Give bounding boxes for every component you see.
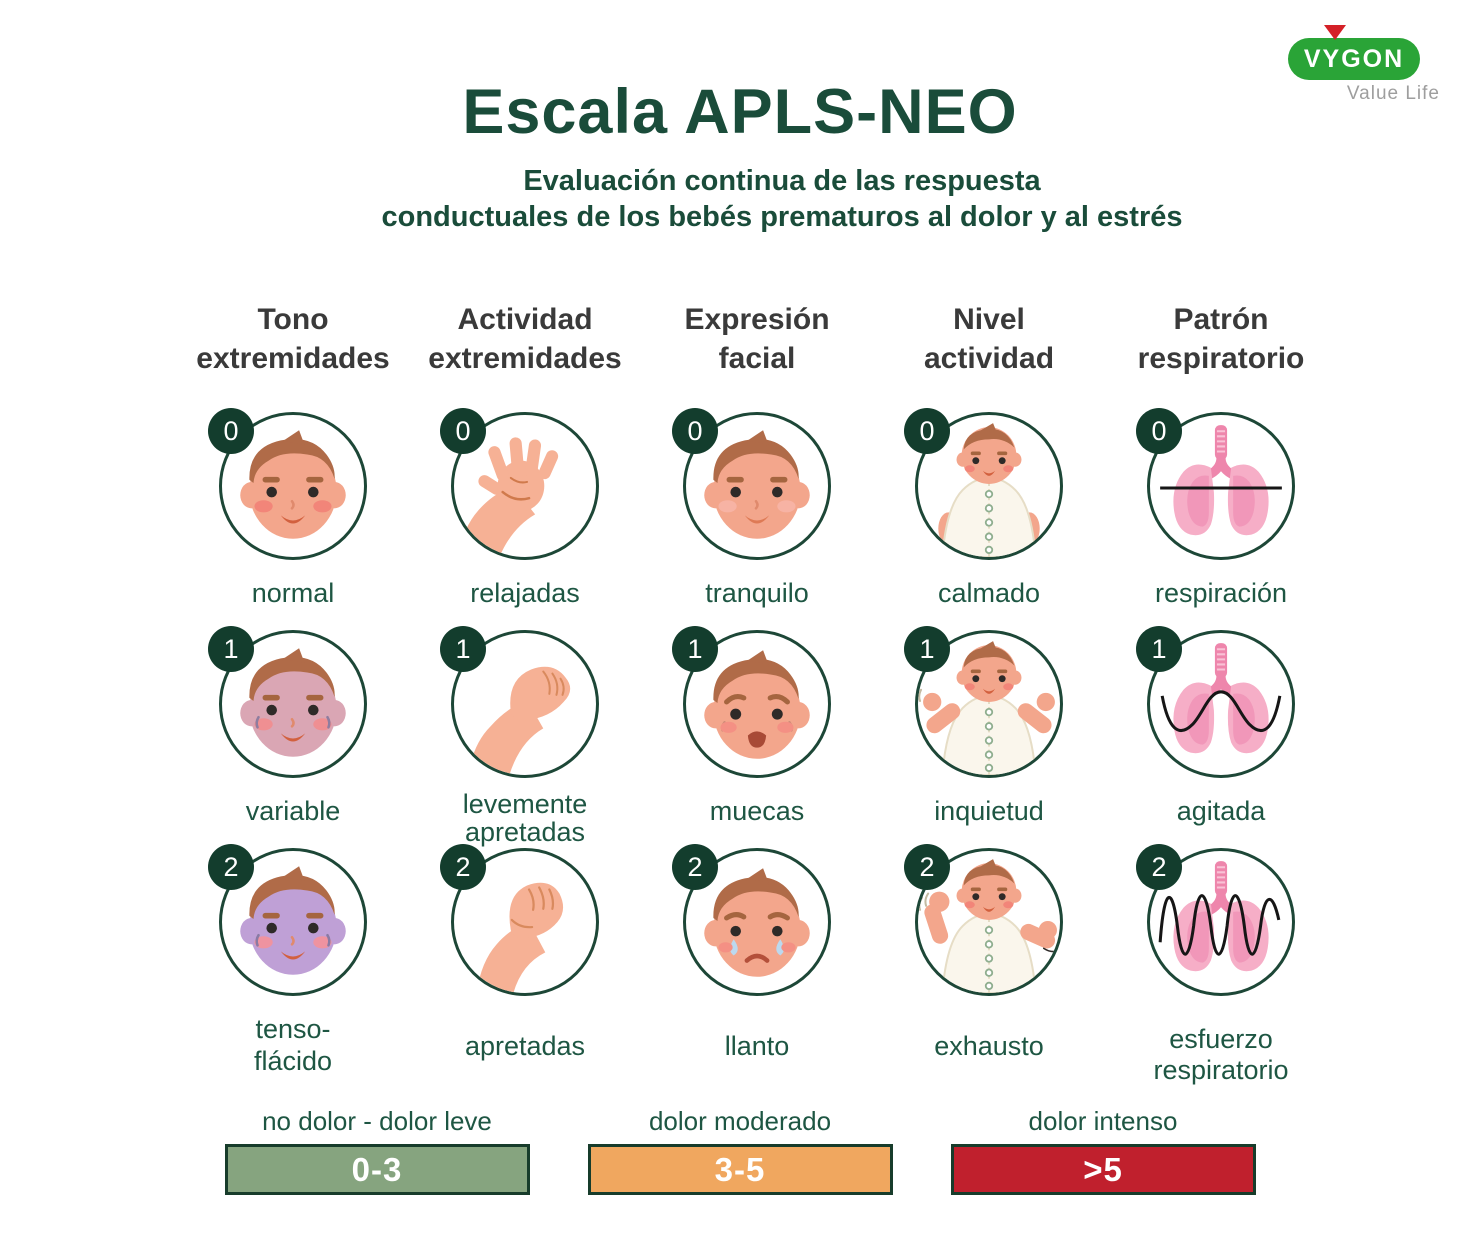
cell-tono-1: 1 variable <box>208 626 367 848</box>
cell-actividad-1: 1 levemente apretadas <box>440 626 599 848</box>
hand-open-relaxed-icon <box>451 412 599 560</box>
cell-label: normal <box>251 578 335 608</box>
cell-label: tranquilo <box>705 578 809 608</box>
score-badge: 2 <box>672 844 718 890</box>
score-badge: 0 <box>440 408 486 454</box>
cell-patron-0: 0 respiración <box>1136 408 1295 630</box>
cell-label: exhausto <box>934 1031 1044 1061</box>
score-badge: 1 <box>672 626 718 672</box>
score-badge: 1 <box>904 626 950 672</box>
illustration-circle: 2 <box>208 844 367 996</box>
illustration-circle: 1 <box>904 626 1063 778</box>
cell-label: muecas <box>709 796 805 826</box>
baby-face-tense-purple-icon <box>219 848 367 996</box>
column-tono-extremidades: Tono extremidades 0 normal <box>177 300 409 1076</box>
score-badge: 1 <box>208 626 254 672</box>
score-badge: 0 <box>672 408 718 454</box>
score-badge: 2 <box>208 844 254 890</box>
page-title: Escala APLS-NEO <box>462 77 1018 147</box>
scale-grid: Tono extremidades 0 normal <box>177 300 1337 1085</box>
column-actividad-extremidades: Actividad extremidades 0 relajadas 1 <box>409 300 641 1066</box>
illustration-circle: 2 <box>904 844 1063 996</box>
column-nivel-actividad: Nivel actividad 0 calmado <box>873 300 1105 1066</box>
logo-brand: VYGON <box>1303 44 1405 73</box>
illustration-circle: 1 <box>208 626 367 778</box>
vygon-logo: VYGON Value Life <box>1288 25 1440 105</box>
cell-label: esfuerzo respiratorio <box>1153 1024 1289 1086</box>
page-subtitle: Evaluación continua de las respuesta con… <box>381 165 1183 234</box>
cell-patron-2: 2 esfuerzo respiratorio <box>1136 844 1295 1085</box>
score-badge: 2 <box>1136 844 1182 890</box>
illustration-circle: 0 <box>1136 408 1295 560</box>
score-badge: 2 <box>904 844 950 890</box>
score-badge: 2 <box>440 844 486 890</box>
legend-group-moderate: dolor moderado 3-5 <box>587 1106 893 1195</box>
legend-group-mild: no dolor - dolor leve 0-3 <box>224 1106 530 1195</box>
legend-label-moderate: dolor moderado <box>648 1106 832 1136</box>
illustration-circle: 1 <box>1136 626 1295 778</box>
legend-bar-intense: >5 <box>950 1144 1256 1195</box>
cell-label: variable <box>245 796 341 826</box>
logo-tagline: Value Life <box>1346 83 1440 104</box>
illustration-circle: 0 <box>440 408 599 560</box>
legend-label-mild: no dolor - dolor leve <box>262 1106 492 1136</box>
cell-label: calmado <box>937 578 1041 608</box>
column-header: Actividad extremidades <box>428 303 622 375</box>
cell-nivel-0: 0 calmado <box>904 408 1063 630</box>
score-badge: 0 <box>1136 408 1182 454</box>
cell-tono-2: 2 tenso- flácido <box>208 844 367 1076</box>
cell-expresion-2: 2 llanto <box>672 844 831 1066</box>
cell-expresion-0: 0 tranquilo <box>672 408 831 630</box>
cell-label: relajadas <box>470 578 580 608</box>
illustration-circle: 1 <box>672 626 831 778</box>
logo-triangle-icon <box>1324 25 1346 40</box>
lungs-flat-line-icon <box>1147 412 1295 560</box>
column-patron-respiratorio: Patrón respiratorio 0 respiración <box>1105 300 1337 1085</box>
column-header: Patrón respiratorio <box>1137 303 1305 375</box>
column-header: Tono extremidades <box>196 303 390 375</box>
illustration-circle: 1 <box>440 626 599 778</box>
score-badge: 1 <box>1136 626 1182 672</box>
legend-bar-moderate: 3-5 <box>587 1144 893 1195</box>
cell-nivel-2: 2 exhausto <box>904 844 1063 1066</box>
cell-label: levemente apretadas <box>462 789 588 848</box>
cell-label: llanto <box>724 1031 790 1061</box>
column-expresion-facial: Expresión facial 0 tranquilo 1 muecas <box>641 300 873 1066</box>
cell-patron-1: 1 agitada <box>1136 626 1295 848</box>
illustration-circle: 0 <box>672 408 831 560</box>
legend-group-intense: dolor intenso >5 <box>950 1106 1256 1195</box>
legend-label-intense: dolor intenso <box>1028 1106 1178 1136</box>
illustration-circle: 0 <box>904 408 1063 560</box>
column-header: Expresión facial <box>684 303 830 375</box>
column-header: Nivel actividad <box>923 303 1055 375</box>
score-badge: 1 <box>440 626 486 672</box>
vygon-logo-pill: VYGON <box>1288 25 1420 80</box>
legend-bar-mild: 0-3 <box>224 1144 530 1195</box>
cell-label: inquietud <box>934 796 1044 826</box>
cell-label: tenso- flácido <box>253 1014 333 1077</box>
cell-actividad-2: 2 apretadas <box>440 844 599 1066</box>
cell-tono-0: 0 normal <box>208 408 367 630</box>
cell-expresion-1: 1 muecas <box>672 626 831 848</box>
cell-label: agitada <box>1176 796 1266 826</box>
score-badge: 0 <box>904 408 950 454</box>
score-badge: 0 <box>208 408 254 454</box>
illustration-circle: 2 <box>440 844 599 996</box>
illustration-circle: 2 <box>672 844 831 996</box>
hand-fist-clenched-icon <box>451 848 599 996</box>
cell-actividad-0: 0 relajadas <box>440 408 599 630</box>
cell-label: respiración <box>1154 578 1288 608</box>
illustration-circle: 0 <box>208 408 367 560</box>
illustration-circle: 2 <box>1136 844 1295 996</box>
score-legend: no dolor - dolor leve 0-3 dolor moderado… <box>0 1106 1480 1195</box>
cell-nivel-1: 1 inquietud <box>904 626 1063 848</box>
cell-label: apretadas <box>464 1031 586 1061</box>
